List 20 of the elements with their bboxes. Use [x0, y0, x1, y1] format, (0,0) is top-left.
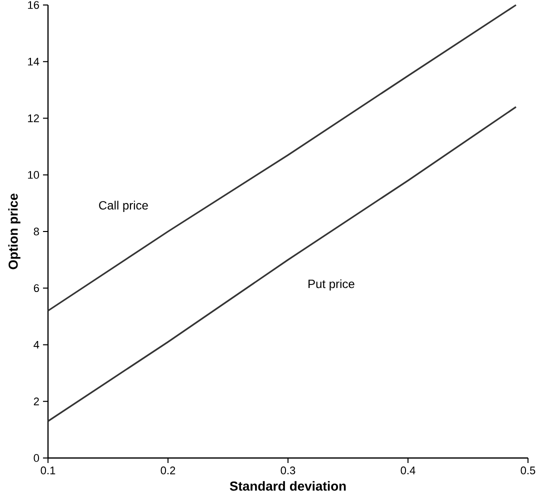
line-series: [47, 106, 517, 422]
y-axis-title: Option price: [8, 194, 20, 270]
y-tick-label: 2: [34, 398, 39, 406]
y-tick-label: 14: [28, 58, 40, 66]
x-tick-label: 0.3: [280, 466, 296, 474]
text: Put price: [308, 279, 354, 291]
y-tick-label: 16: [28, 1, 39, 9]
y-tick-label: 10: [28, 170, 40, 179]
x-tick-label: 0.1: [40, 466, 56, 474]
x-tick-label: 0.2: [160, 466, 176, 474]
y-tick-label: 0: [34, 454, 40, 462]
y-tick-label: 6: [34, 284, 39, 292]
x-tick-label: 0.4: [400, 466, 416, 474]
y-tick-label: 8: [34, 228, 39, 236]
x-axis-title: Standard deviation: [230, 481, 346, 491]
text: Call price: [99, 200, 148, 212]
y-tick-label: 4: [34, 340, 40, 349]
x-tick-label: 0.5: [520, 466, 536, 474]
line-series: [47, 4, 517, 312]
y-tick-label: 12: [28, 114, 39, 122]
